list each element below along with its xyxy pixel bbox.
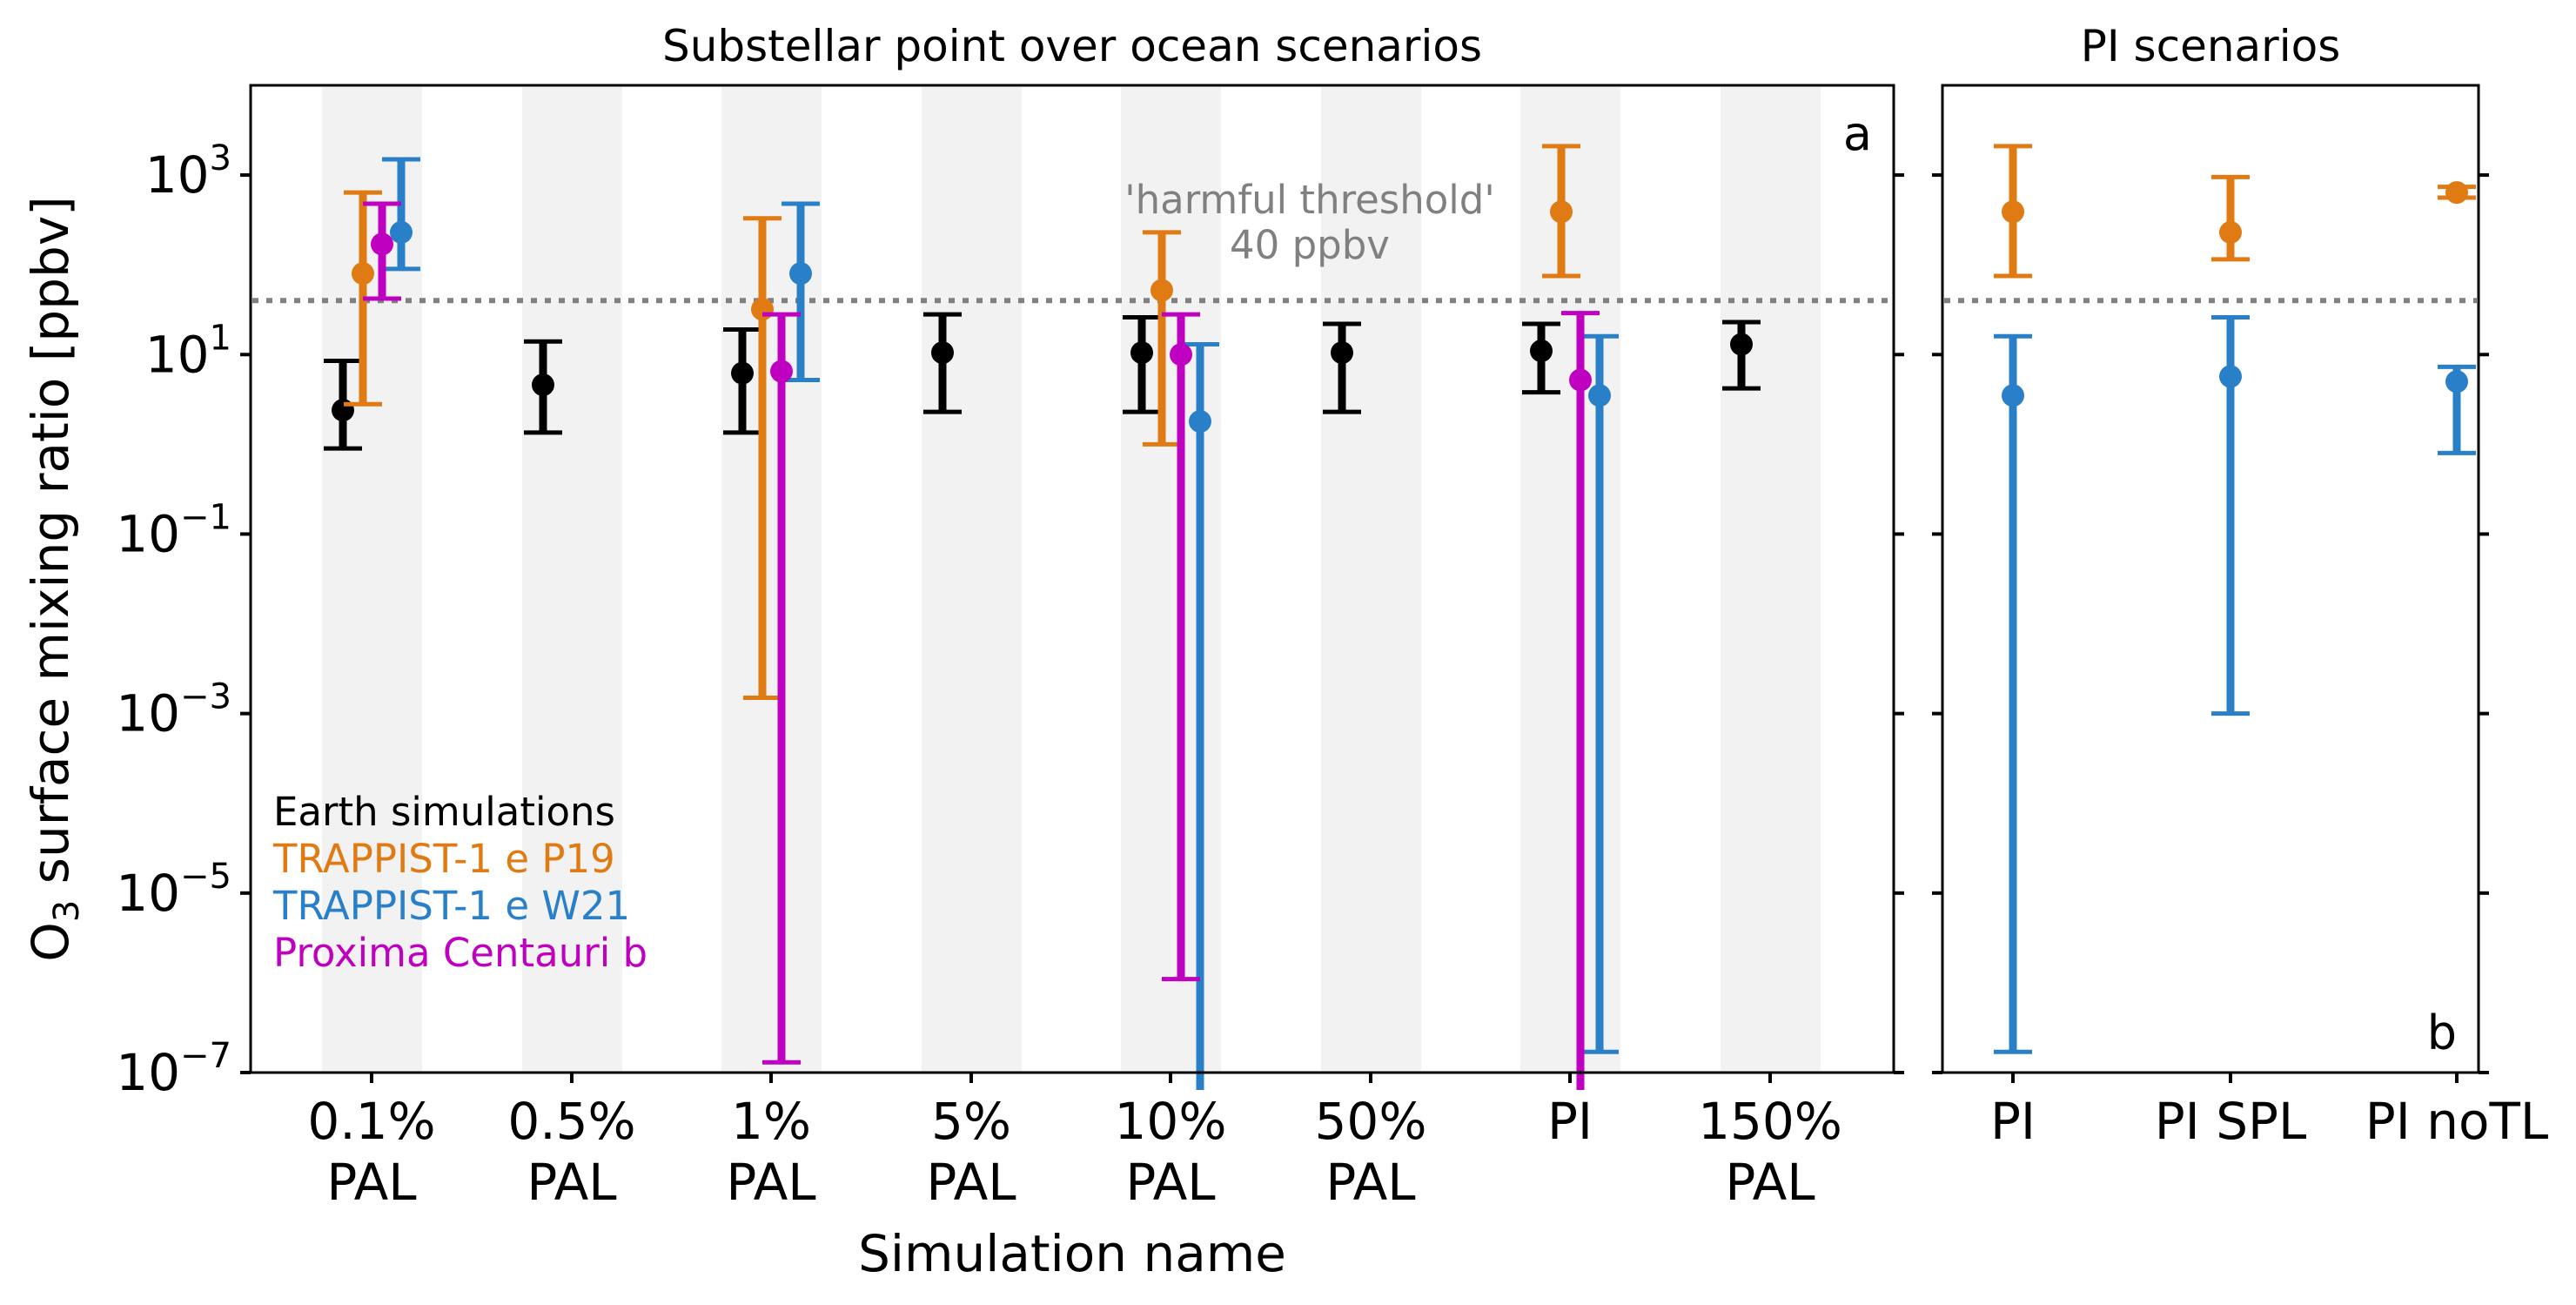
- x-tick-label-0-1-line2: PAL: [326, 1153, 416, 1212]
- legend-entry-trappist-w21: TRAPPIST-1 e W21: [272, 883, 630, 929]
- shaded-band-150: [1721, 87, 1821, 1071]
- y-tick-label-exponent: −7: [180, 1036, 231, 1076]
- y-tick-label: 10−1: [116, 497, 231, 563]
- trappist-1-e-w21-point-pi-spl: [2219, 365, 2242, 388]
- plot-frame: [249, 84, 1895, 1074]
- tick-layer: [240, 173, 1904, 1083]
- trappist-1-e-p19-point-pi-spl: [2219, 220, 2242, 244]
- shaded-band-0-1: [322, 87, 422, 1071]
- trappist-1-e-w21-point-0-1-pal: [390, 220, 413, 244]
- panel-b-title: PI scenarios: [2081, 21, 2341, 71]
- x-tick-label-5: 5%: [931, 1092, 1011, 1151]
- y-tick-label: 10−7: [116, 1036, 231, 1102]
- x-tick-label-pi-notl: PI noTL: [2365, 1092, 2549, 1151]
- earth-simulations-point-150-pal: [1730, 333, 1753, 356]
- earth-simulations-point-0-5-pal: [532, 373, 554, 397]
- x-tick-label-10: 10%: [1115, 1092, 1227, 1151]
- threshold-label-line1: 'harmful threshold': [1124, 177, 1494, 223]
- earth-simulations-point-5-pal: [931, 341, 954, 365]
- y-tick-label-base: 10: [145, 145, 210, 205]
- panel-b-label: b: [2427, 1006, 2457, 1060]
- panel-b: PI PI SPL PI noTL PI scenarios b: [1932, 21, 2548, 1151]
- trappist-1-e-w21-point-1-pal: [789, 262, 812, 286]
- errorbar-layer: [1994, 144, 2476, 1054]
- x-tick-label-pi: PI: [1990, 1092, 2036, 1151]
- x-tick-label-0-5-line2: PAL: [527, 1153, 616, 1212]
- legend-entry-trappist-p19: TRAPPIST-1 e P19: [272, 836, 615, 882]
- shaded-band-5: [922, 87, 1022, 1071]
- y-axis-label-rest: surface mixing ratio [ppbv]: [21, 196, 80, 900]
- trappist-1-e-w21-point-pi-notl: [2445, 370, 2468, 394]
- y-tick-label-base: 10: [145, 325, 210, 384]
- y-tick-label-exponent: 1: [210, 318, 231, 358]
- legend: Earth simulations TRAPPIST-1 e P19 TRAPP…: [272, 789, 647, 976]
- panel-a: 10310110−110−310−510−70.1%PAL0.5%PAL1%PA…: [21, 21, 1904, 1283]
- proxima-centauri-b-point-0-1-pal: [371, 232, 393, 256]
- tick-label-layer: PI PI SPL PI noTL: [1990, 1092, 2548, 1151]
- trappist-1-e-p19-point-pi: [2002, 200, 2024, 224]
- x-tick-label-50: 50%: [1315, 1092, 1427, 1151]
- earth-simulations-point-10-pal: [1130, 341, 1153, 365]
- x-tick-label-pi: PI: [1547, 1092, 1593, 1151]
- tick-layer: [1932, 173, 2489, 1083]
- panel-a-title: Substellar point over ocean scenarios: [662, 21, 1482, 71]
- y-tick-label: 10−3: [116, 677, 231, 743]
- y-tick-label: 101: [145, 318, 231, 384]
- x-tick-label-0-5: 0.5%: [507, 1092, 635, 1151]
- y-tick-label: 10−5: [116, 857, 231, 923]
- trappist-1-e-w21-point-pi: [1588, 384, 1611, 407]
- y-axis-label: O3 surface mixing ratio [ppbv]: [21, 196, 87, 962]
- y-tick-label-exponent: −3: [180, 677, 231, 717]
- proxima-centauri-b-point-1-pal: [770, 360, 793, 383]
- legend-entry-earth: Earth simulations: [273, 789, 615, 835]
- trappist-1-e-p19-point-pi: [1550, 200, 1573, 224]
- x-tick-label-50-line2: PAL: [1325, 1153, 1415, 1212]
- y-axis-label-subscript: 3: [47, 900, 87, 922]
- x-axis-label: Simulation name: [858, 1224, 1286, 1283]
- shaded-band-10: [1121, 87, 1221, 1071]
- trappist-1-e-w21-point-10-pal: [1189, 410, 1211, 434]
- x-tick-label-150-line2: PAL: [1725, 1153, 1815, 1212]
- y-tick-label-base: 10: [116, 684, 180, 743]
- tick-label-layer: 10310110−110−310−510−70.1%PAL0.5%PAL1%PA…: [116, 138, 1842, 1212]
- trappist-1-e-p19-point-pi-notl: [2445, 181, 2468, 205]
- y-tick-label-base: 10: [116, 504, 180, 563]
- errorbar-layer: [324, 144, 1761, 1090]
- trappist-1-e-w21-point-pi: [2002, 384, 2024, 407]
- x-tick-label-1: 1%: [731, 1092, 811, 1151]
- trappist-1-e-p19-point-1-pal: [751, 298, 774, 321]
- proxima-centauri-b-point-pi: [1569, 368, 1592, 392]
- threshold-label-line2: 40 ppbv: [1230, 222, 1390, 268]
- shaded-band-50: [1321, 87, 1421, 1071]
- y-tick-label-exponent: −5: [180, 857, 231, 897]
- shaded-bands: [322, 87, 1821, 1071]
- proxima-centauri-b-point-10-pal: [1170, 343, 1192, 367]
- plot-frame: [1941, 84, 2480, 1074]
- earth-simulations-point-pi: [1530, 340, 1553, 363]
- legend-entry-proxima: Proxima Centauri b: [273, 930, 647, 976]
- trappist-1-e-p19-point-10-pal: [1150, 279, 1173, 302]
- y-tick-label: 103: [145, 138, 231, 205]
- x-tick-label-150: 150%: [1698, 1092, 1842, 1151]
- x-tick-label-pi-spl: PI SPL: [2155, 1092, 2307, 1151]
- x-tick-label-0-1: 0.1%: [307, 1092, 435, 1151]
- panel-a-label: a: [1843, 106, 1872, 161]
- shaded-band-pi: [1520, 87, 1620, 1071]
- y-axis-label-main: O: [21, 922, 80, 962]
- y-tick-label-exponent: −1: [180, 497, 231, 537]
- shaded-band-0-5: [522, 87, 622, 1071]
- y-tick-label-exponent: 3: [210, 138, 231, 178]
- y-tick-label-base: 10: [116, 864, 180, 923]
- x-tick-label-10-line2: PAL: [1125, 1153, 1215, 1212]
- x-tick-label-1-line2: PAL: [726, 1153, 815, 1212]
- trappist-1-e-p19-point-0-1-pal: [352, 262, 374, 286]
- shaded-band-1: [721, 87, 822, 1071]
- earth-simulations-point-1-pal: [731, 361, 754, 385]
- y-tick-label-base: 10: [116, 1043, 180, 1102]
- x-tick-label-5-line2: PAL: [926, 1153, 1016, 1212]
- earth-simulations-point-50-pal: [1331, 341, 1353, 365]
